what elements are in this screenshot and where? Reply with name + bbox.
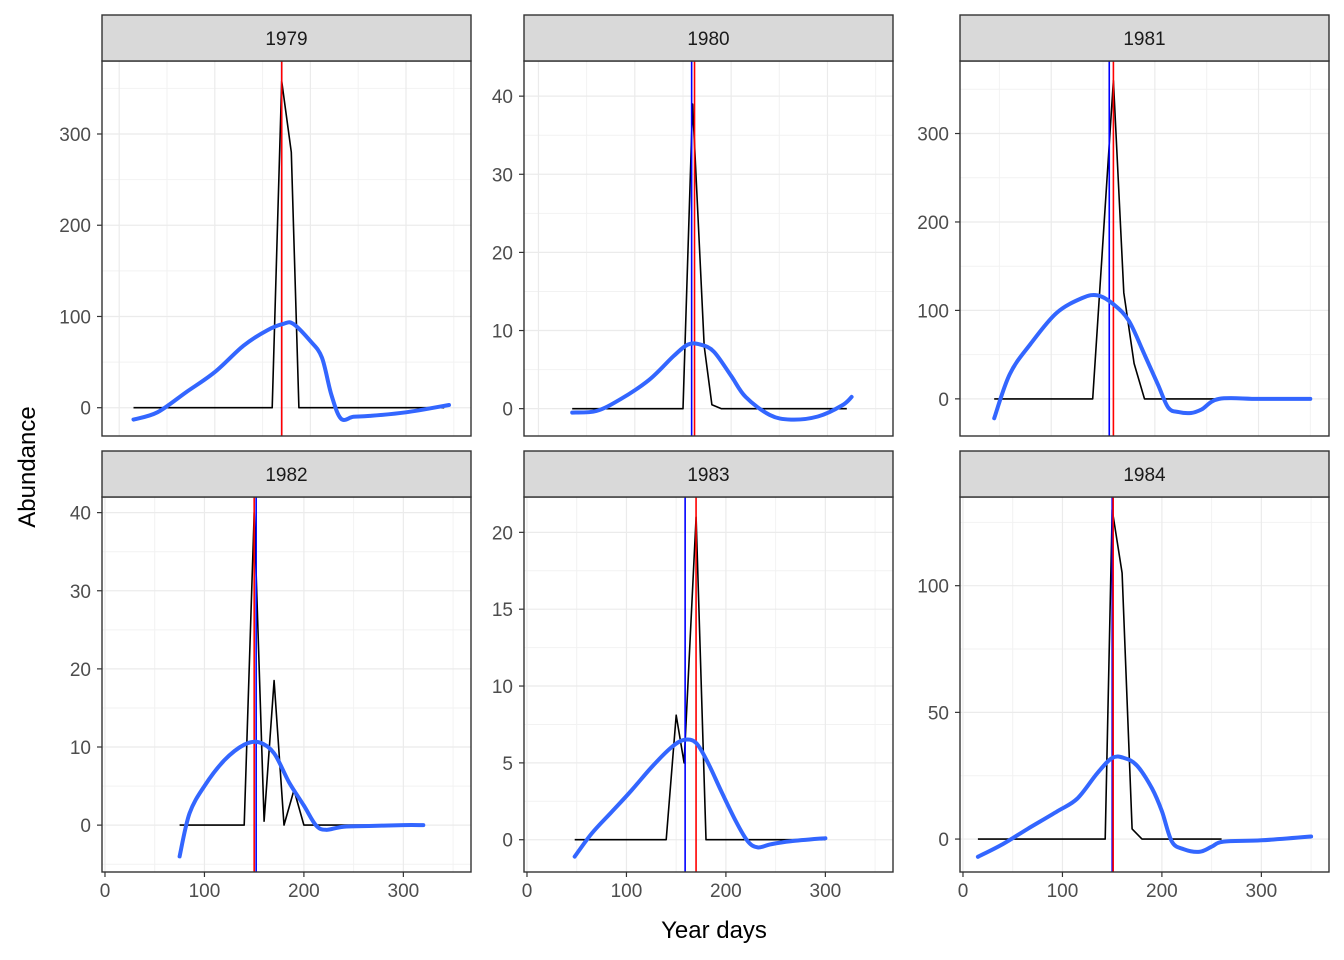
y-tick-label: 15 (492, 600, 513, 621)
x-tick-label: 0 (958, 881, 969, 902)
x-tick-label: 0 (100, 881, 111, 902)
observed-line-1984 (977, 508, 1222, 840)
panel-background (960, 497, 1329, 872)
x-axis-label: Year days (661, 917, 767, 944)
smooth-line-1979 (131, 320, 451, 422)
y-tick-label: 0 (938, 830, 949, 851)
x-tick-label: 200 (710, 881, 742, 902)
x-tick-label: 0 (522, 881, 533, 902)
facet-strip-label: 1979 (265, 29, 307, 50)
observed-line-1982 (179, 511, 424, 826)
facet-strip (101, 450, 472, 498)
y-tick-label: 0 (80, 399, 91, 420)
facet-strip (101, 14, 472, 62)
facet-strip-label: 1983 (687, 465, 729, 486)
y-tick-label: 100 (917, 577, 949, 598)
y-tick-label: 10 (492, 322, 513, 343)
panel-data (572, 497, 828, 872)
facet-strip (959, 450, 1330, 498)
facet-strip (523, 450, 894, 498)
panel-data (975, 497, 1314, 872)
y-tick-label: 5 (502, 754, 513, 775)
x-tick-label: 300 (388, 881, 420, 902)
x-tick-label: 200 (288, 881, 320, 902)
y-tick-label: 100 (917, 301, 949, 322)
panel-1984: 1984 0 50 100 0 100 200 300 (917, 450, 1330, 902)
facet-strip-label: 1980 (687, 29, 729, 50)
x-tick-label: 200 (1146, 881, 1178, 902)
facet-strip (959, 14, 1330, 62)
panel-data (177, 497, 426, 872)
panel-1981: 1981 0 100 200 300 (917, 14, 1330, 437)
y-tick-label: 200 (917, 213, 949, 234)
panel-background (960, 61, 1329, 436)
y-tick-label: 40 (492, 87, 513, 108)
y-tick-label: 20 (492, 523, 513, 544)
y-tick-label: 10 (492, 677, 513, 698)
y-tick-label: 20 (70, 660, 91, 681)
smooth-line-1983 (572, 737, 828, 859)
y-tick-label: 300 (917, 125, 949, 146)
x-tick-label: 100 (1047, 881, 1079, 902)
y-tick-label: 0 (502, 400, 513, 421)
panel-data (992, 61, 1313, 436)
x-tick-label: 100 (189, 881, 221, 902)
panel-background (102, 61, 471, 436)
facet-strip (523, 14, 894, 62)
y-tick-label: 0 (938, 390, 949, 411)
x-tick-label: 300 (1246, 881, 1278, 902)
smooth-line-1981 (992, 292, 1313, 421)
panel-1979: 1979 0 100 200 300 (59, 14, 472, 437)
panel-1980: 1980 0 10 20 30 40 (492, 14, 894, 437)
observed-line-1979 (133, 80, 445, 409)
y-tick-label: 0 (80, 816, 91, 837)
y-tick-label: 30 (70, 582, 91, 603)
y-tick-label: 0 (502, 831, 513, 852)
y-axis-label: Abundance (14, 406, 41, 528)
y-tick-label: 40 (70, 504, 91, 525)
y-tick-label: 10 (70, 738, 91, 759)
facet-strip-label: 1984 (1123, 465, 1166, 486)
y-tick-label: 20 (492, 243, 513, 264)
observed-line-1981 (994, 79, 1218, 400)
y-tick-label: 300 (59, 125, 91, 146)
smooth-line-1984 (975, 754, 1314, 859)
panel-background (524, 497, 893, 872)
smooth-line-1980 (570, 341, 854, 422)
y-tick-label: 30 (492, 165, 513, 186)
x-tick-label: 300 (810, 881, 842, 902)
y-tick-label: 200 (59, 216, 91, 237)
panel-data (131, 61, 451, 436)
panel-1982: 1982 0 10 20 30 40 0 100 200 300 (70, 450, 472, 902)
x-tick-label: 100 (611, 881, 643, 902)
y-tick-label: 100 (59, 307, 91, 328)
panel-data (570, 61, 854, 436)
facet-strip-label: 1982 (265, 465, 307, 486)
facet-strip-label: 1981 (1123, 29, 1165, 50)
observed-line-1983 (574, 516, 826, 841)
y-tick-label: 50 (928, 703, 949, 724)
panel-background (102, 497, 471, 872)
smooth-line-1982 (177, 739, 426, 859)
